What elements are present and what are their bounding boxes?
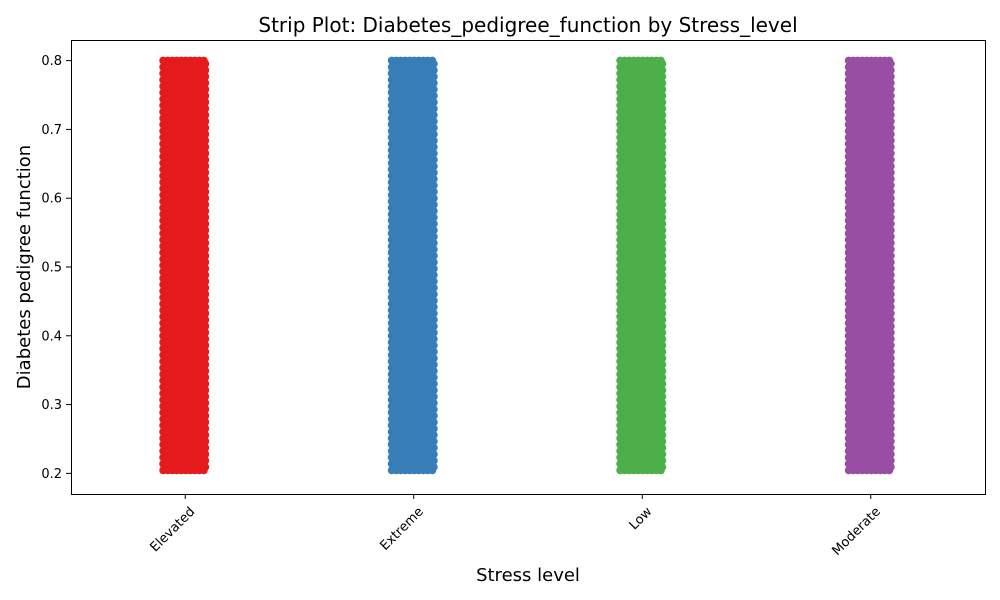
strip-extreme bbox=[387, 56, 438, 475]
strip-point bbox=[428, 466, 437, 475]
strip-moderate bbox=[844, 56, 895, 475]
strip-low bbox=[616, 56, 667, 475]
strip-point bbox=[656, 466, 665, 475]
strip-point bbox=[199, 466, 208, 475]
strip-elevated bbox=[159, 56, 210, 475]
chart-title: Strip Plot: Diabetes_pedigree_function b… bbox=[258, 13, 797, 37]
strip-points-layer bbox=[159, 56, 895, 475]
